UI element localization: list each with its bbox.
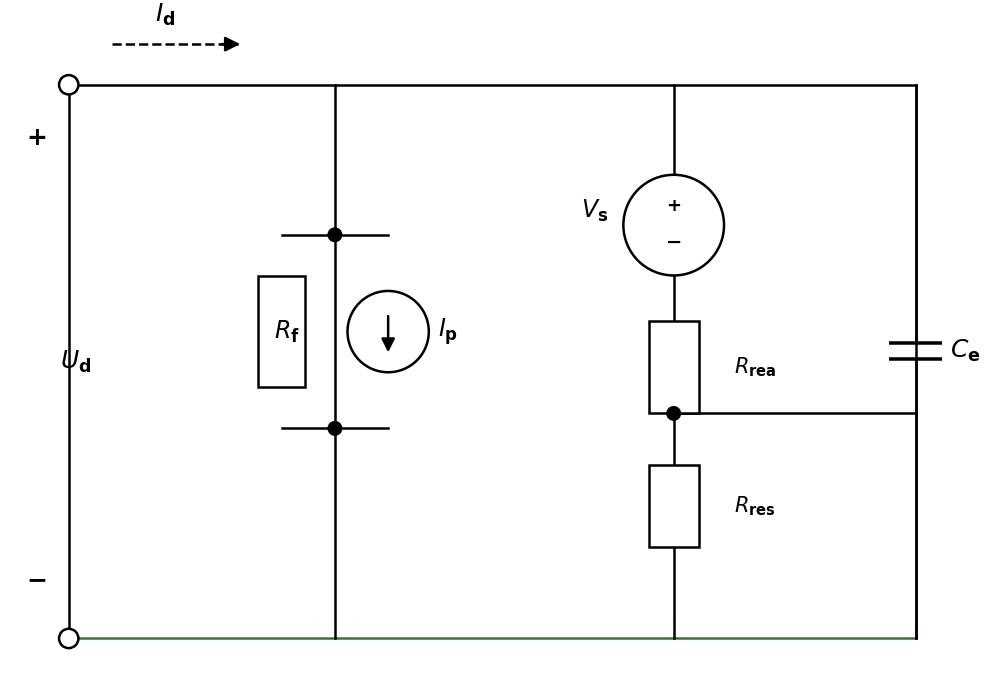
Circle shape <box>328 228 342 241</box>
Bar <box>649 464 699 547</box>
Text: $R_\mathbf{res}$: $R_\mathbf{res}$ <box>734 494 775 517</box>
Circle shape <box>59 75 78 94</box>
Circle shape <box>623 175 724 275</box>
Circle shape <box>347 291 429 372</box>
Text: $I_\mathbf{p}$: $I_\mathbf{p}$ <box>438 316 458 347</box>
Bar <box>258 276 305 387</box>
Text: $R_\mathbf{rea}$: $R_\mathbf{rea}$ <box>734 356 776 379</box>
Text: +: + <box>666 197 681 215</box>
Text: −: − <box>26 568 47 593</box>
Text: $V_\mathbf{s}$: $V_\mathbf{s}$ <box>581 197 608 224</box>
Text: $U_\mathbf{d}$: $U_\mathbf{d}$ <box>60 348 91 375</box>
Text: $R_\mathbf{f}$: $R_\mathbf{f}$ <box>274 319 299 344</box>
Circle shape <box>328 422 342 435</box>
Bar <box>649 321 699 414</box>
Text: +: + <box>26 126 47 150</box>
Text: $I_\mathbf{d}$: $I_\mathbf{d}$ <box>155 2 176 28</box>
Circle shape <box>667 407 680 420</box>
Circle shape <box>59 629 78 648</box>
Text: $C_\mathbf{e}$: $C_\mathbf{e}$ <box>950 338 980 364</box>
Text: −: − <box>666 233 682 252</box>
